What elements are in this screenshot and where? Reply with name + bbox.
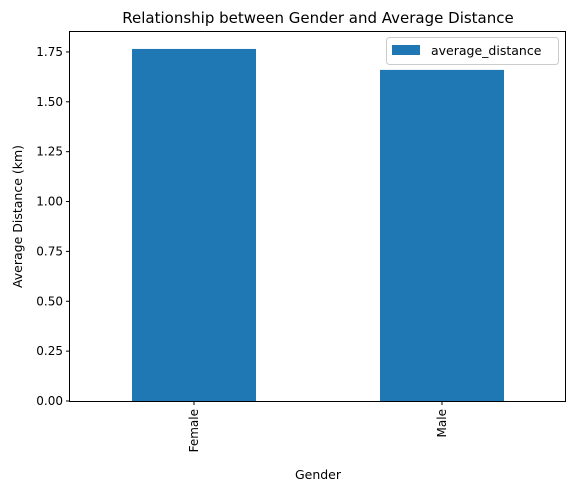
x-axis: Female Male [187,401,449,452]
y-tick-label: 0.75 [36,244,63,258]
y-axis: 0.00 0.25 0.50 0.75 1.00 1.25 1.50 1.75 [36,45,70,408]
y-tick-label: 1.00 [36,195,63,209]
y-tick-label: 0.50 [36,294,63,308]
bar-female [132,48,256,402]
y-tick-label: 1.25 [36,145,63,159]
legend-frame [386,37,559,65]
legend-swatch [392,45,420,55]
y-tick-label: 1.50 [36,95,63,109]
legend: average_distance [386,37,559,65]
legend-label: average_distance [431,43,542,58]
plot-frame [69,31,566,402]
y-tick-label: 0.00 [36,394,63,408]
x-tick-label-female: Female [187,409,201,452]
x-tick-label-male: Male [435,409,449,437]
y-tick-label: 0.25 [36,344,63,358]
chart-title: Relationship between Gender and Average … [122,9,513,27]
bar-male [380,69,504,401]
y-axis-label: Average Distance (km) [10,145,25,288]
x-axis-label: Gender [295,467,342,482]
y-tick-label: 1.75 [36,45,63,59]
bars [132,48,504,402]
